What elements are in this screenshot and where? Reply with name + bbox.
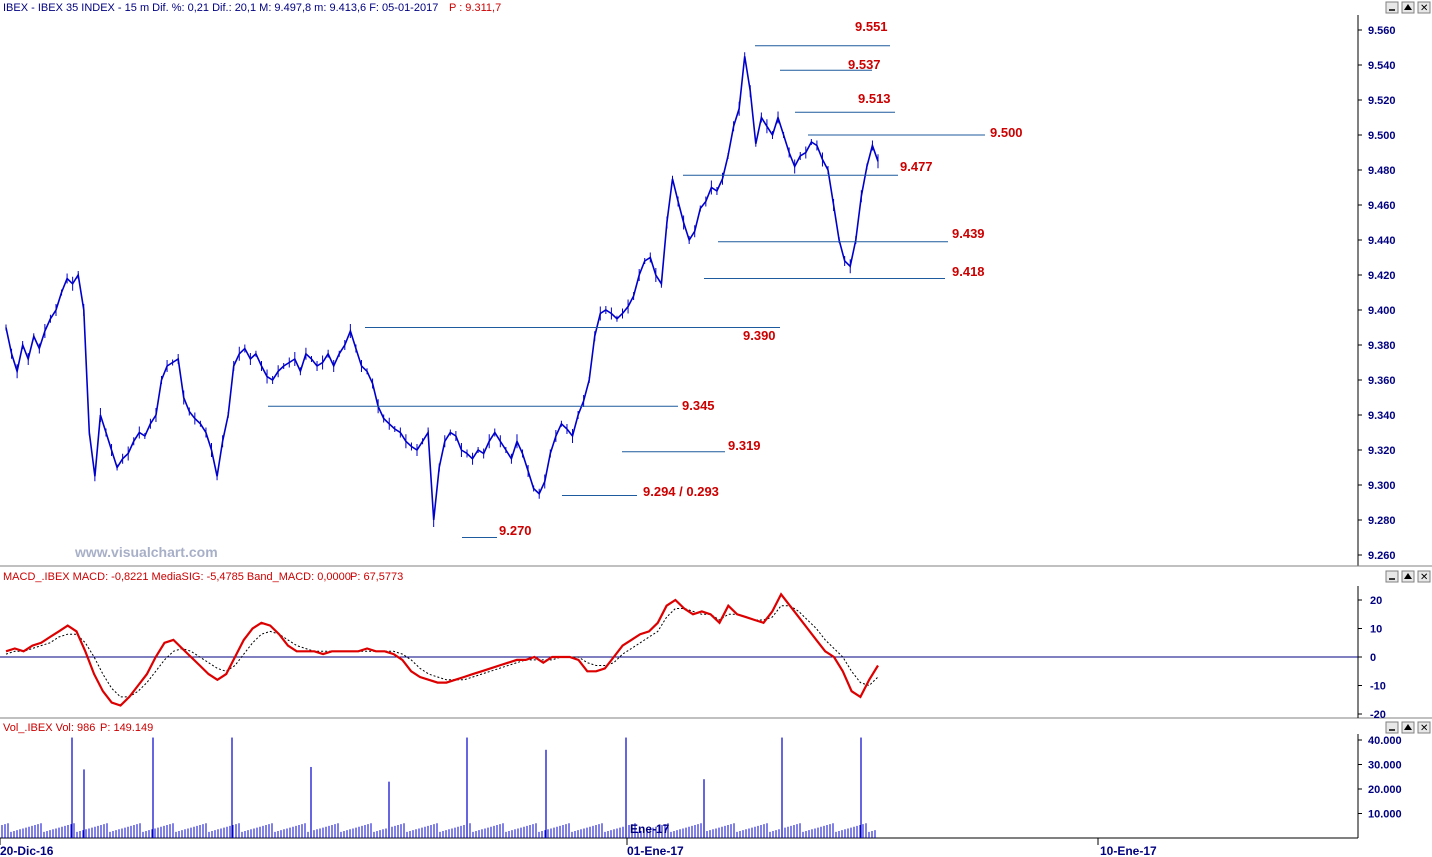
- macd-tick-label: 0: [1370, 652, 1376, 664]
- macd-tick-label: -20: [1370, 709, 1386, 721]
- macd-close-button[interactable]: [1417, 570, 1431, 583]
- price-panel-header: [0, 0, 1432, 15]
- watermark: www.visualchart.com: [74, 544, 218, 560]
- volume-tick-label: 20.000: [1368, 784, 1402, 796]
- price-tick-label: 9.380: [1368, 340, 1396, 352]
- svg-text:✕: ✕: [1420, 723, 1428, 734]
- time-label: Ene-17: [630, 822, 670, 836]
- time-label: 20-Dic-16: [0, 844, 54, 857]
- price-tick-label: 9.520: [1368, 95, 1396, 107]
- level-label: 9.319: [728, 438, 761, 453]
- price-tick-label: 9.320: [1368, 445, 1396, 457]
- volume-tick-label: 30.000: [1368, 760, 1402, 772]
- level-label: 9.439: [952, 226, 985, 241]
- level-label: 9.477: [900, 159, 933, 174]
- time-label: 01-Ene-17: [627, 844, 684, 857]
- volume-close-button[interactable]: [1417, 721, 1431, 734]
- macd-minimize-button[interactable]: [1385, 570, 1399, 583]
- level-label: 9.500: [990, 125, 1023, 140]
- level-label: 9.513: [858, 91, 891, 106]
- time-label: 10-Ene-17: [1100, 844, 1157, 857]
- signal-line: [5, 605, 879, 698]
- price-panel-p-value: P : 9.311,7: [449, 2, 501, 14]
- price-tick-label: 9.500: [1368, 130, 1396, 142]
- macd-window-controls[interactable]: ✕: [1385, 570, 1431, 583]
- svg-text:✕: ✕: [1420, 3, 1428, 14]
- price-series: [5, 52, 879, 527]
- volume-bars: [1, 737, 876, 838]
- price-tick-label: 9.260: [1368, 550, 1396, 562]
- close-button[interactable]: [1417, 1, 1431, 14]
- level-label: 9.537: [848, 57, 881, 72]
- price-window-controls[interactable]: ✕: [1385, 1, 1431, 14]
- price-tick-label: 9.460: [1368, 200, 1396, 212]
- volume-y-axis: 40.000 30.000 20.000 10.000: [1358, 735, 1402, 821]
- price-levels: 9.551 9.537 9.513 9.500 9.477 9.439 9.418 9.390…: [268, 19, 1023, 538]
- price-tick-label: 9.300: [1368, 480, 1396, 492]
- volume-tick-label: 10.000: [1368, 809, 1402, 821]
- price-tick-label: 9.420: [1368, 270, 1396, 282]
- macd-panel-title: MACD_.IBEX MACD: -0,8221 MediaSIG: -5,47…: [3, 571, 351, 583]
- macd-tick-label: -10: [1370, 681, 1386, 693]
- volume-panel-title: Vol_.IBEX Vol: 986: [3, 722, 95, 734]
- macd-tick-label: 20: [1370, 595, 1382, 607]
- price-tick-label: 9.440: [1368, 235, 1396, 247]
- level-label: 9.294 / 0.293: [643, 484, 719, 499]
- volume-panel-p-value: P: 149.149: [100, 722, 153, 734]
- price-tick-label: 9.400: [1368, 305, 1396, 317]
- minimize-button[interactable]: [1385, 1, 1399, 14]
- volume-tick-label: 40.000: [1368, 735, 1402, 747]
- price-line: [5, 56, 879, 521]
- price-tick-label: 9.360: [1368, 375, 1396, 387]
- volume-minimize-button[interactable]: [1385, 721, 1399, 734]
- price-tick-label: 9.560: [1368, 25, 1396, 37]
- macd-y-axis: 20 10 0 -10 -20: [1358, 595, 1386, 721]
- level-label: 9.551: [855, 19, 888, 34]
- macd-tick-label: 10: [1370, 624, 1382, 636]
- price-tick-label: 9.480: [1368, 165, 1396, 177]
- level-label: 9.390: [743, 328, 776, 343]
- macd-panel-p-value: P: 67,5773: [350, 571, 403, 583]
- price-tick-label: 9.540: [1368, 60, 1396, 72]
- macd-line: [5, 592, 879, 707]
- level-label: 9.270: [499, 523, 532, 538]
- price-tick-label: 9.340: [1368, 410, 1396, 422]
- svg-text:✕: ✕: [1420, 572, 1428, 583]
- price-y-axis: 9.260 9.280 9.300 9.320 9.340 9.360 9.380 9.400…: [1358, 25, 1396, 562]
- price-panel-title: IBEX - IBEX 35 INDEX - 15 m Dif. %: 0,21…: [3, 2, 438, 14]
- time-axis: 20-Dic-16 01-Ene-17 Ene-17 10-Ene-17: [0, 822, 1157, 857]
- level-label: 9.345: [682, 398, 715, 413]
- macd-series: [0, 592, 1358, 707]
- level-label: 9.418: [952, 264, 985, 279]
- volume-window-controls[interactable]: ✕: [1385, 721, 1431, 734]
- price-tick-label: 9.280: [1368, 515, 1396, 527]
